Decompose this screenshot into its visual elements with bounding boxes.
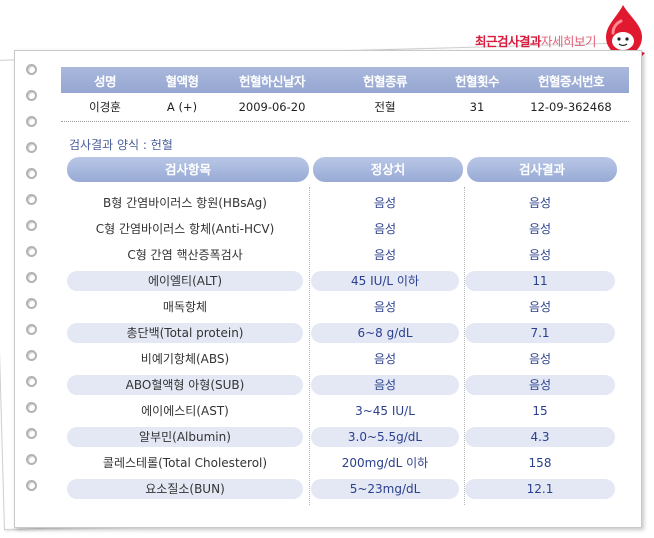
- page-title[interactable]: 최근검사결과자세히보기: [474, 31, 597, 50]
- test-item: C형 간염바이러스 항체(Anti-HCV): [95, 222, 275, 236]
- donation-count: 31: [469, 100, 485, 114]
- result-row: ABO혈액형 아형(SUB) 음성 음성: [67, 375, 619, 395]
- test-result: 4.3: [465, 427, 615, 447]
- normal-range: 45 IU/L 이하: [311, 271, 459, 291]
- test-result: 음성: [528, 222, 552, 236]
- binder-ring-icon: [26, 194, 37, 205]
- binder-ring-icon: [26, 428, 37, 439]
- test-result: 음성: [528, 248, 552, 262]
- test-result: 15: [532, 404, 548, 418]
- donor-info-row: 이경훈 A (+) 2009-06-20 전혈 31 12-09-362468: [61, 93, 629, 122]
- header-certificate-number: 헌혈증서번호: [537, 73, 605, 89]
- binder-ring-icon: [26, 298, 37, 309]
- result-format-label: 검사결과 양식 : 헌혈: [69, 138, 173, 152]
- result-sheet: 성명 혈액형 헌혈하신날자 헌혈종류 헌혈횟수 헌혈증서번호 이경훈 A (+)…: [14, 50, 642, 528]
- binder-ring-icon: [26, 272, 37, 283]
- donor-name: 이경훈: [89, 100, 121, 114]
- test-item: 총단백(Total protein): [67, 323, 303, 343]
- test-result: 음성: [528, 300, 552, 314]
- test-result: 158: [528, 456, 552, 470]
- donation-type: 전혈: [374, 100, 396, 114]
- binder-ring-icon: [26, 376, 37, 387]
- binder-ring-icon: [26, 454, 37, 465]
- normal-range: 음성: [373, 248, 397, 262]
- normal-range: 음성: [373, 222, 397, 236]
- result-row: 콜레스테롤(Total Cholesterol) 200mg/dL 이하 158: [67, 453, 619, 473]
- test-item: C형 간염 핵산증폭검사: [127, 248, 243, 262]
- result-row: 요소질소(BUN) 5~23mg/dL 12.1: [67, 479, 619, 499]
- result-row: C형 간염 핵산증폭검사 음성 음성: [67, 245, 619, 265]
- certificate-number: 12-09-362468: [530, 100, 612, 114]
- normal-range: 음성: [373, 196, 397, 210]
- test-result: 음성: [465, 375, 615, 395]
- test-result: 12.1: [465, 479, 615, 499]
- binder-ring-icon: [26, 246, 37, 257]
- column-divider: [464, 187, 465, 505]
- header-donation-count: 헌혈횟수: [454, 73, 500, 89]
- test-result: 11: [465, 271, 615, 291]
- binder-ring-icon: [26, 64, 37, 75]
- binder-ring-icon: [26, 168, 37, 179]
- header-name: 성명: [93, 73, 117, 89]
- test-item: 비예기항체(ABS): [140, 352, 230, 366]
- test-item: 알부민(Albumin): [67, 427, 303, 447]
- binder-ring-icon: [26, 480, 37, 491]
- normal-range: 200mg/dL 이하: [341, 456, 429, 470]
- normal-range: 3.0~5.5g/dL: [311, 427, 459, 447]
- normal-range: 음성: [373, 352, 397, 366]
- result-row: 매독항체 음성 음성: [67, 297, 619, 317]
- donor-table-header: 성명 혈액형 헌혈하신날자 헌혈종류 헌혈횟수 헌혈증서번호: [61, 67, 629, 93]
- blood-drop-mascot-icon: [606, 5, 645, 59]
- header-donation-date: 헌혈하신날자: [238, 73, 306, 89]
- result-row: B형 간염바이러스 항원(HBsAg) 음성 음성: [67, 193, 619, 213]
- binder-ring-icon: [26, 220, 37, 231]
- test-item: 매독항체: [162, 300, 208, 314]
- test-result: 음성: [528, 196, 552, 210]
- normal-range: 음성: [373, 300, 397, 314]
- page-title-main: 최근검사결과: [474, 34, 542, 49]
- test-item: 에이에스티(AST): [141, 404, 229, 418]
- result-row: 에이엘티(ALT) 45 IU/L 이하 11: [67, 271, 619, 291]
- column-divider: [309, 187, 310, 505]
- binder-ring-icon: [26, 402, 37, 413]
- binder-ring-icon: [26, 90, 37, 101]
- header-blood-type: 혈액형: [165, 73, 199, 89]
- donor-blood-type: A (+): [166, 100, 198, 114]
- normal-range: 6~8 g/dL: [311, 323, 459, 343]
- test-result: 음성: [528, 352, 552, 366]
- donation-date: 2009-06-20: [238, 100, 306, 114]
- header-test-result: 검사결과: [467, 157, 617, 182]
- test-item: 요소질소(BUN): [67, 479, 303, 499]
- result-row: 총단백(Total protein) 6~8 g/dL 7.1: [67, 323, 619, 343]
- page-title-sub: 자세히보기: [540, 34, 597, 49]
- test-result: 7.1: [465, 323, 615, 343]
- normal-range: 음성: [311, 375, 459, 395]
- result-row: 에이에스티(AST) 3~45 IU/L 15: [67, 401, 619, 421]
- result-row: 알부민(Albumin) 3.0~5.5g/dL 4.3: [67, 427, 619, 447]
- test-item: 에이엘티(ALT): [67, 271, 303, 291]
- normal-range: 3~45 IU/L: [355, 404, 415, 418]
- binder-ring-icon: [26, 116, 37, 127]
- binder-ring-icon: [26, 350, 37, 361]
- binder-ring-icon: [26, 324, 37, 335]
- test-item: 콜레스테롤(Total Cholesterol): [102, 456, 268, 470]
- test-item: ABO혈액형 아형(SUB): [67, 375, 303, 395]
- binder-ring-icon: [26, 142, 37, 153]
- header-donation-type: 헌혈종류: [362, 73, 408, 89]
- normal-range: 5~23mg/dL: [311, 479, 459, 499]
- result-row: C형 간염바이러스 항체(Anti-HCV) 음성 음성: [67, 219, 619, 239]
- test-item: B형 간염바이러스 항원(HBsAg): [103, 196, 267, 210]
- header-test-item: 검사항목: [67, 157, 309, 182]
- header-normal-range: 정상치: [313, 157, 463, 182]
- result-row: 비예기항체(ABS) 음성 음성: [67, 349, 619, 369]
